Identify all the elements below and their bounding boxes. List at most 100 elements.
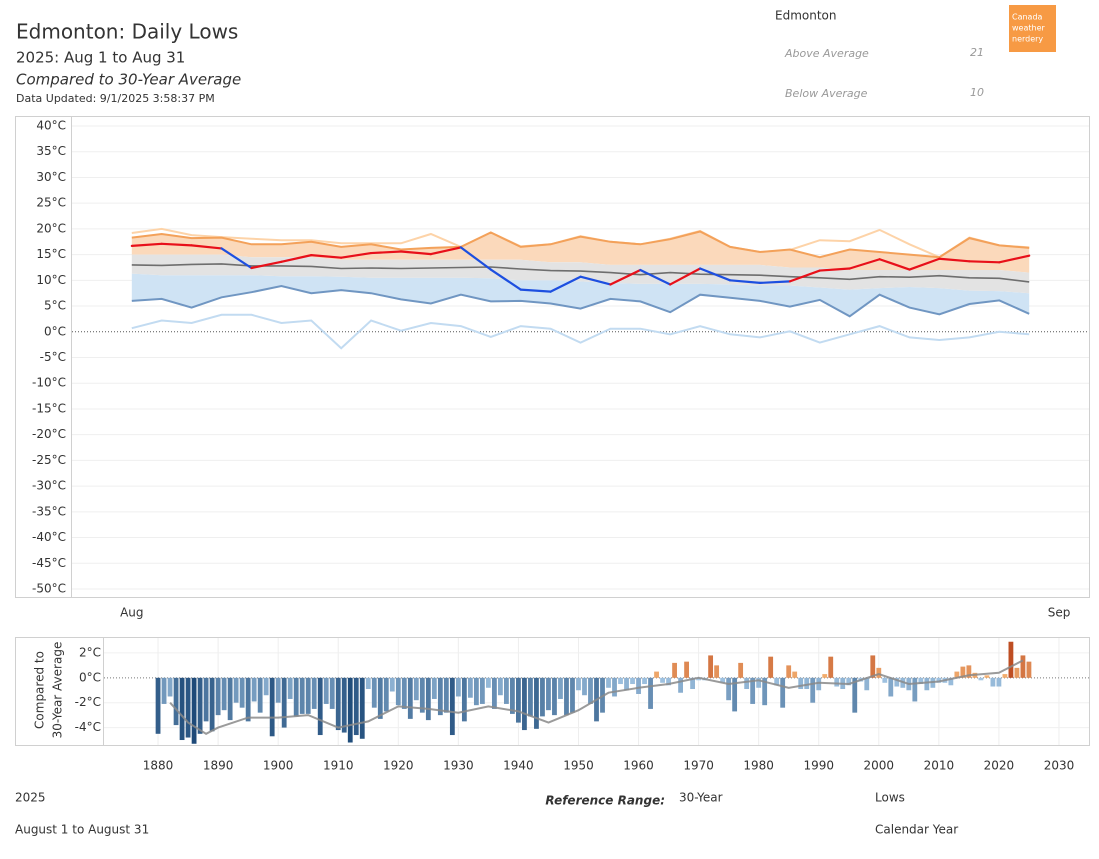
bar xyxy=(684,661,689,678)
bar xyxy=(251,677,257,702)
bar xyxy=(299,677,305,714)
bar xyxy=(564,677,569,716)
bar xyxy=(179,677,185,741)
bar xyxy=(1002,674,1008,678)
y-tick-label: -4°C xyxy=(75,720,101,734)
bar xyxy=(389,677,395,692)
bar xyxy=(834,677,840,687)
series-line xyxy=(131,284,1030,318)
bar xyxy=(678,677,683,693)
summary-value: 10 xyxy=(970,86,984,99)
x-tick-label: 1890 xyxy=(203,759,234,773)
logo-text: weather xyxy=(1012,24,1045,33)
bar xyxy=(774,677,780,686)
bar xyxy=(479,677,485,704)
actual-segment xyxy=(220,247,253,270)
actual-segment xyxy=(758,280,791,285)
bar xyxy=(714,665,720,678)
actual-segment xyxy=(908,257,941,271)
bar xyxy=(377,677,383,719)
y-tick-label: -40°C xyxy=(32,530,66,544)
bar xyxy=(630,677,635,685)
bar xyxy=(798,677,804,690)
actual-segment xyxy=(938,257,971,263)
bar xyxy=(888,677,894,697)
actual-segment xyxy=(130,242,163,247)
x-tick-label: 1930 xyxy=(443,759,474,773)
bar xyxy=(365,677,371,690)
title: Edmonton: Daily Lows xyxy=(16,20,238,44)
actual-segment xyxy=(489,268,522,291)
actual-segment xyxy=(998,254,1031,264)
x-tick-label: 1950 xyxy=(563,759,594,773)
bar xyxy=(558,677,563,699)
bar xyxy=(660,677,665,683)
bar xyxy=(473,677,479,706)
bar xyxy=(588,677,593,704)
bar xyxy=(636,677,641,694)
actual-segment xyxy=(968,260,1001,264)
bar xyxy=(570,677,575,713)
bar xyxy=(461,677,467,722)
bar xyxy=(978,677,984,681)
bar xyxy=(491,677,497,709)
x-tick-label: 2030 xyxy=(1044,759,1075,773)
actual-segment xyxy=(519,288,552,293)
y-tick-label: -15°C xyxy=(32,401,66,415)
bar xyxy=(738,662,744,678)
bar xyxy=(431,677,437,699)
bar xyxy=(606,677,611,688)
bar xyxy=(672,662,677,678)
footer-year: 2025 xyxy=(15,791,46,805)
actual-segment xyxy=(728,279,762,285)
subtitle: 2025: Aug 1 to Aug 31 xyxy=(16,49,185,67)
actual-segment xyxy=(549,275,582,293)
actual-segment xyxy=(459,246,492,271)
bar xyxy=(948,677,954,686)
bar xyxy=(750,677,756,704)
bar xyxy=(413,677,419,701)
y-axis-label: 30-Year Average xyxy=(51,642,65,739)
bar xyxy=(371,677,377,708)
bar xyxy=(516,677,521,723)
bar xyxy=(624,677,629,691)
bar xyxy=(173,677,179,726)
bar xyxy=(996,677,1002,687)
bar xyxy=(281,677,287,728)
y-tick-label: -20°C xyxy=(32,427,66,441)
updated-note: Data Updated: 9/1/2025 3:58:37 PM xyxy=(16,92,215,105)
bar xyxy=(467,677,473,698)
actual-segment xyxy=(639,268,672,286)
y-tick-label: 15°C xyxy=(36,247,66,261)
logo xyxy=(1009,5,1056,52)
bar xyxy=(744,677,750,690)
bar xyxy=(347,677,353,743)
bar xyxy=(846,677,852,686)
summary-label: Above Average xyxy=(784,47,869,60)
bar xyxy=(161,677,167,704)
trend-line xyxy=(169,659,1024,735)
bar xyxy=(540,677,545,717)
bar xyxy=(209,677,215,732)
actual-segment xyxy=(818,267,851,272)
y-tick-label: -25°C xyxy=(32,453,66,467)
actual-segment xyxy=(579,275,612,286)
bar xyxy=(990,677,996,687)
bar xyxy=(221,677,227,711)
actual-segment xyxy=(788,269,821,283)
bar xyxy=(287,677,293,699)
bar xyxy=(293,677,299,717)
bar xyxy=(690,677,695,690)
bar xyxy=(443,677,449,713)
summary-value: 21 xyxy=(970,46,984,59)
bar xyxy=(455,677,461,697)
bar xyxy=(257,677,263,713)
summary-label: Below Average xyxy=(785,87,868,100)
bar xyxy=(786,665,792,678)
bar xyxy=(401,677,407,709)
bar xyxy=(618,677,623,685)
x-tick-label: 2020 xyxy=(984,759,1015,773)
period: August 1 to August 31 xyxy=(15,823,149,837)
bar xyxy=(870,655,876,678)
